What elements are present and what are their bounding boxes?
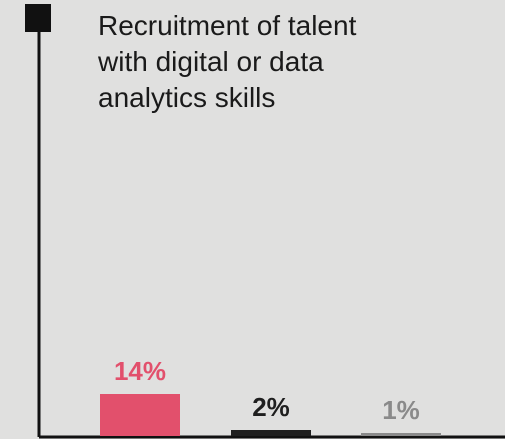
- data-label-1: 14%: [114, 356, 166, 386]
- bar-2: [231, 430, 311, 436]
- data-label-2: 2%: [252, 392, 290, 422]
- chart-title: Recruitment of talent with digital or da…: [98, 8, 458, 116]
- bar-1: [100, 394, 180, 436]
- chart-title-line-3: analytics skills: [98, 82, 276, 113]
- chart-title-line-2: with digital or data: [98, 46, 324, 77]
- bar-3: [361, 433, 441, 436]
- data-label-3: 1%: [382, 395, 420, 425]
- chart-title-line-1: Recruitment of talent: [98, 10, 357, 41]
